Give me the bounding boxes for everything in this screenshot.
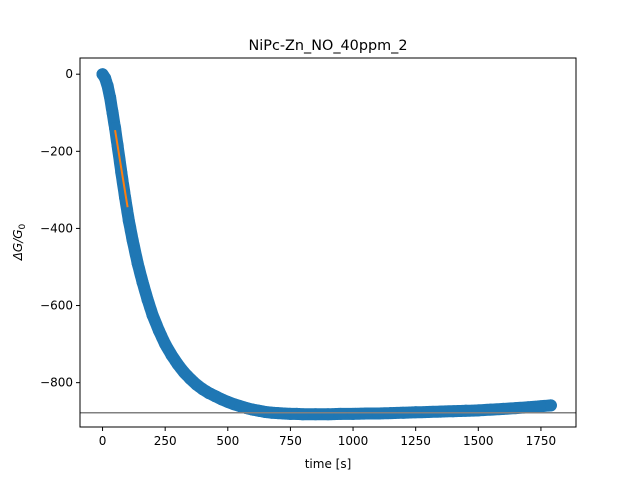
scatter-point xyxy=(509,402,522,415)
x-tick-label: 1500 xyxy=(463,434,494,448)
scatter-point xyxy=(122,214,135,227)
y-axis-ticks: 0 −200 −400 −600 −800 xyxy=(40,67,80,390)
scatter-point xyxy=(472,404,485,417)
y-axis-label: ΔG/G0 xyxy=(11,223,28,261)
x-tick-label: 250 xyxy=(154,434,177,448)
y-tick-label: 0 xyxy=(65,67,73,81)
scatter-point xyxy=(101,79,114,92)
x-tick-label: 1000 xyxy=(338,434,369,448)
fit-line-series xyxy=(114,129,129,208)
scatter-point xyxy=(447,405,460,418)
y-tick-label: −200 xyxy=(40,144,73,158)
scatter-point xyxy=(522,401,535,414)
scatter-point xyxy=(126,234,139,246)
scatter-point xyxy=(334,407,347,420)
scatter-point xyxy=(347,407,360,420)
y-tick-label: −800 xyxy=(40,376,73,390)
scatter-point xyxy=(136,276,149,289)
y-axis-label-subscript: 0 xyxy=(18,223,28,229)
scatter-point xyxy=(159,338,172,351)
y-axis-label-main: ΔG/G xyxy=(11,229,25,261)
scatter-point xyxy=(434,405,447,418)
scatter-point xyxy=(544,399,557,412)
scatter-point xyxy=(534,400,547,413)
axes-frame xyxy=(79,57,577,428)
scatter-point xyxy=(104,91,117,104)
chart-title: NiPc-Zn_NO_40ppm_2 xyxy=(249,38,408,54)
scatter-point xyxy=(106,106,119,119)
scatter-point xyxy=(359,407,372,420)
x-axis-label: time [s] xyxy=(305,457,352,471)
scatter-point xyxy=(309,408,322,421)
scatter-point xyxy=(459,404,472,417)
x-axis-ticks: 0 250 500 750 1000 1250 1500 1750 xyxy=(99,427,556,448)
scatter-series xyxy=(96,68,557,421)
scatter-point xyxy=(484,403,497,416)
x-tick-label: 750 xyxy=(279,434,302,448)
scatter-point xyxy=(152,324,165,337)
scatter-point xyxy=(322,408,334,421)
scatter-point xyxy=(141,293,154,306)
scatter-point xyxy=(109,122,122,135)
x-tick-label: 1250 xyxy=(400,434,431,448)
scatter-point xyxy=(165,348,178,361)
x-tick-label: 500 xyxy=(216,434,239,448)
plot-area xyxy=(80,68,576,421)
x-tick-label: 1750 xyxy=(526,434,557,448)
y-tick-label: −400 xyxy=(40,221,73,235)
scatter-point xyxy=(146,309,159,322)
scatter-point xyxy=(497,402,510,415)
x-tick-label: 0 xyxy=(99,434,107,448)
y-tick-label: −600 xyxy=(40,299,73,313)
scatter-point xyxy=(372,407,385,420)
fit-line xyxy=(114,129,129,208)
scatter-point xyxy=(131,257,144,270)
scatter-point xyxy=(296,408,309,421)
